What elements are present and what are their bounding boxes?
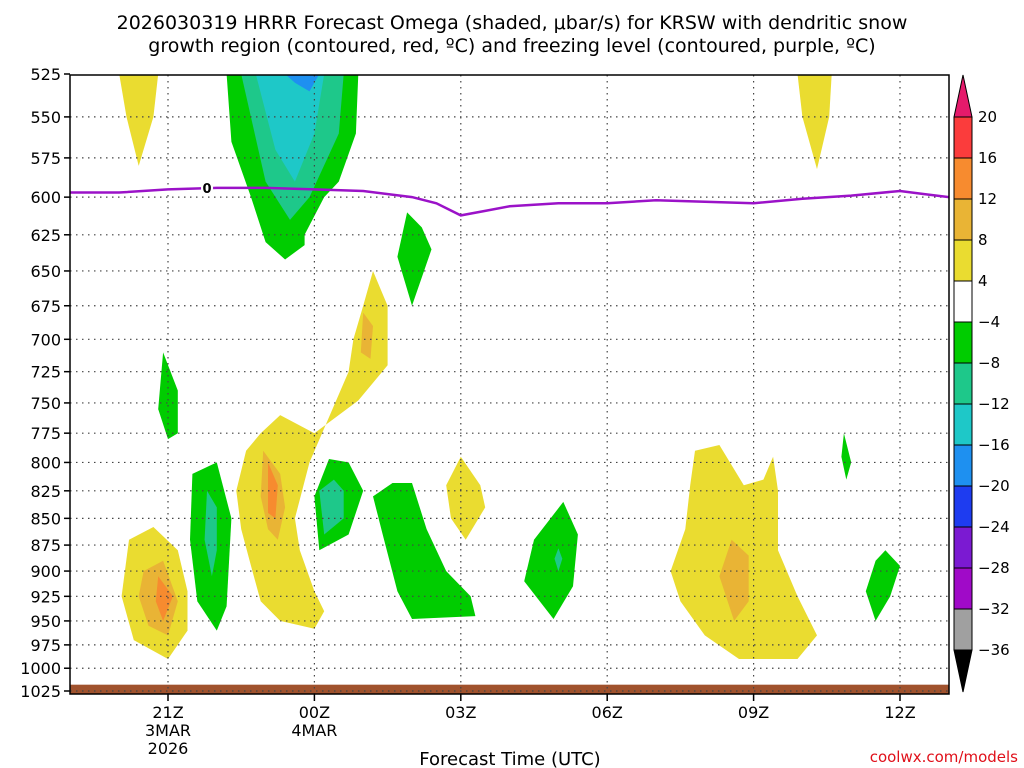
colorbar-label-11: −28 <box>978 559 1010 577</box>
colorbar-swatch-7 <box>953 403 973 446</box>
omega-region-18 <box>319 479 344 535</box>
y-axis: 525 550 575 600 625 650 675 700 725 750 775 800 825 8… <box>20 65 70 701</box>
colorbar-swatch-5 <box>953 321 973 364</box>
colorbar: 20 16 12 8 4 −4 −8 −12 −16 −20 −24 −28 −32 −36 <box>953 74 1010 693</box>
x-tick-label-00Z: 00Z <box>299 703 330 722</box>
omega-region-10 <box>360 312 373 359</box>
colorbar-label-13: −36 <box>978 641 1010 659</box>
colorbar-swatch-10 <box>953 526 973 569</box>
omega-shading <box>119 75 949 659</box>
colorbar-label-0: 20 <box>978 108 997 126</box>
omega-region-20 <box>446 456 486 540</box>
colorbar-swatch-6 <box>953 362 973 405</box>
colorbar-swatch-8 <box>953 444 973 487</box>
omega-region-0 <box>119 75 159 166</box>
x-tick-label-12Z: 12Z <box>884 703 915 722</box>
omega-region-16 <box>204 490 217 577</box>
omega-region-19 <box>373 483 476 619</box>
omega-region-6 <box>397 212 432 306</box>
colorbar-label-1: 16 <box>978 149 997 167</box>
colorbar-label-7: −12 <box>978 395 1010 413</box>
x-tick-label-03Z: 03Z <box>445 703 476 722</box>
colorbar-label-8: −16 <box>978 436 1010 454</box>
chart-title-line1: 2026030319 HRRR Forecast Omega (shaded, … <box>117 12 908 34</box>
omega-region-9 <box>268 462 278 519</box>
x-tick-label-06Z: 06Z <box>592 703 623 722</box>
colorbar-label-10: −24 <box>978 518 1010 536</box>
colorbar-swatch-1 <box>953 157 973 200</box>
omega-region-1 <box>797 75 832 170</box>
y-tick-label-575: 575 <box>30 149 61 168</box>
colorbar-swatch-9 <box>953 485 973 528</box>
y-tick-label-1025: 1025 <box>20 682 61 701</box>
colorbar-swatch-0 <box>953 116 973 159</box>
colorbar-swatch-4 <box>953 280 973 323</box>
y-tick-label-1000: 1000 <box>20 659 61 678</box>
colorbar-bottom-triangle <box>953 649 973 693</box>
omega-region-21 <box>524 501 578 619</box>
colorbar-label-12: −32 <box>978 600 1010 618</box>
chart-title-line2: growth region (contoured, red, ºC) and f… <box>148 35 875 57</box>
omega-region-13 <box>155 576 173 621</box>
colorbar-label-9: −20 <box>978 477 1010 495</box>
x-tick-sub2-21Z: 2026 <box>148 739 189 758</box>
x-axis-label: Forecast Time (UTC) <box>419 749 600 768</box>
freezing-level-line <box>70 186 949 217</box>
x-tick-label-21Z: 21Z <box>152 703 183 722</box>
y-tick-label-975: 975 <box>30 636 61 655</box>
colorbar-label-4: 4 <box>978 272 988 290</box>
y-tick-label-725: 725 <box>30 363 61 382</box>
y-tick-label-675: 675 <box>30 297 61 316</box>
colorbar-swatch-11 <box>953 567 973 610</box>
y-tick-label-950: 950 <box>30 612 61 631</box>
grid-lines <box>70 75 949 694</box>
y-tick-label-700: 700 <box>30 330 61 349</box>
freezing-level-label: 0 <box>203 182 212 197</box>
colorbar-label-3: 8 <box>978 231 988 249</box>
omega-region-4 <box>256 75 325 182</box>
y-tick-label-925: 925 <box>30 587 61 606</box>
y-tick-label-775: 775 <box>30 424 61 443</box>
y-tick-label-900: 900 <box>30 562 61 581</box>
credit-text: coolwx.com/models <box>870 748 1018 766</box>
terrain-strip <box>70 684 949 694</box>
plot-frame <box>69 74 950 695</box>
x-tick-sub1-21Z: 3MAR <box>145 721 191 740</box>
terrain-layer <box>70 684 949 694</box>
y-tick-label-625: 625 <box>30 226 61 245</box>
omega-region-5 <box>286 75 319 92</box>
x-tick-label-09Z: 09Z <box>738 703 769 722</box>
colorbar-label-5: −4 <box>978 313 1000 331</box>
y-tick-label-525: 525 <box>30 65 61 84</box>
y-tick-label-600: 600 <box>30 188 61 207</box>
colorbar-swatch-2 <box>953 198 973 241</box>
colorbar-label-6: −8 <box>978 354 1000 372</box>
colorbar-swatch-12 <box>953 608 973 651</box>
y-tick-label-825: 825 <box>30 482 61 501</box>
x-tick-sub1-00Z: 4MAR <box>291 721 337 740</box>
omega-region-22 <box>554 548 563 572</box>
y-tick-label-550: 550 <box>30 108 61 127</box>
colorbar-top-triangle <box>953 74 973 118</box>
y-tick-label-750: 750 <box>30 394 61 413</box>
freezing-label-bg <box>201 179 214 196</box>
omega-region-24 <box>719 539 749 621</box>
colorbar-swatch-3 <box>953 239 973 282</box>
omega-region-25 <box>841 433 852 480</box>
y-tick-label-875: 875 <box>30 536 61 555</box>
y-tick-label-800: 800 <box>30 453 61 472</box>
omega-region-26 <box>865 550 900 621</box>
freezing-level-layer: 0 <box>70 179 949 217</box>
y-tick-label-650: 650 <box>30 262 61 281</box>
omega-region-7 <box>236 271 388 629</box>
colorbar-label-2: 12 <box>978 190 997 208</box>
omega-region-14 <box>158 352 178 440</box>
y-tick-label-850: 850 <box>30 509 61 528</box>
